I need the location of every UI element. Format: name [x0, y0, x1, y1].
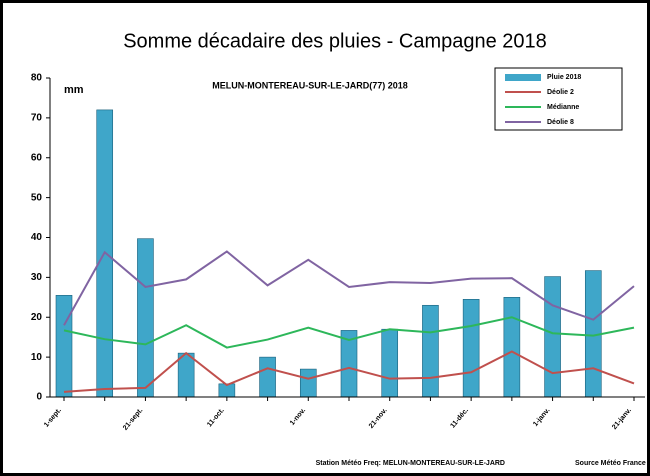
legend-swatch — [505, 74, 541, 81]
y-unit: mm — [64, 84, 84, 96]
y-tick-label: 60 — [31, 152, 43, 163]
chart-title: Somme décadaire des pluies - Campagne 20… — [123, 30, 547, 52]
y-tick-label: 80 — [31, 73, 43, 84]
y-tick-label: 10 — [31, 352, 43, 363]
y-tick-label: 40 — [31, 232, 43, 243]
bar — [55, 295, 73, 398]
bar — [259, 356, 276, 398]
legend-label: Déolie 2 — [547, 89, 574, 96]
y-tick-label: 0 — [36, 392, 42, 403]
line — [63, 316, 635, 349]
bar — [462, 299, 480, 398]
legend-label: Pluie 2018 — [547, 74, 581, 81]
y-tick-label: 30 — [31, 272, 43, 283]
y-tick-label: 70 — [31, 113, 43, 124]
legend-label: Déolie 8 — [547, 119, 574, 126]
footer-source: Source Météo France — [575, 460, 646, 467]
bar — [177, 352, 195, 398]
bar — [503, 297, 521, 398]
bar — [137, 238, 154, 398]
bar — [544, 276, 561, 398]
chart-subtitle: MELUN-MONTEREAU-SUR-LE-JARD(77) 2018 — [212, 80, 408, 90]
line — [63, 250, 635, 326]
bar — [422, 304, 439, 398]
line — [63, 350, 635, 393]
bar — [299, 368, 317, 398]
footer-station: Station Météo Freq: MELUN-MONTEREAU-SUR-… — [316, 460, 505, 467]
bar — [381, 328, 399, 398]
y-tick-label: 20 — [31, 312, 43, 323]
legend-label: Médianne — [547, 104, 579, 111]
y-tick-label: 50 — [31, 192, 43, 203]
